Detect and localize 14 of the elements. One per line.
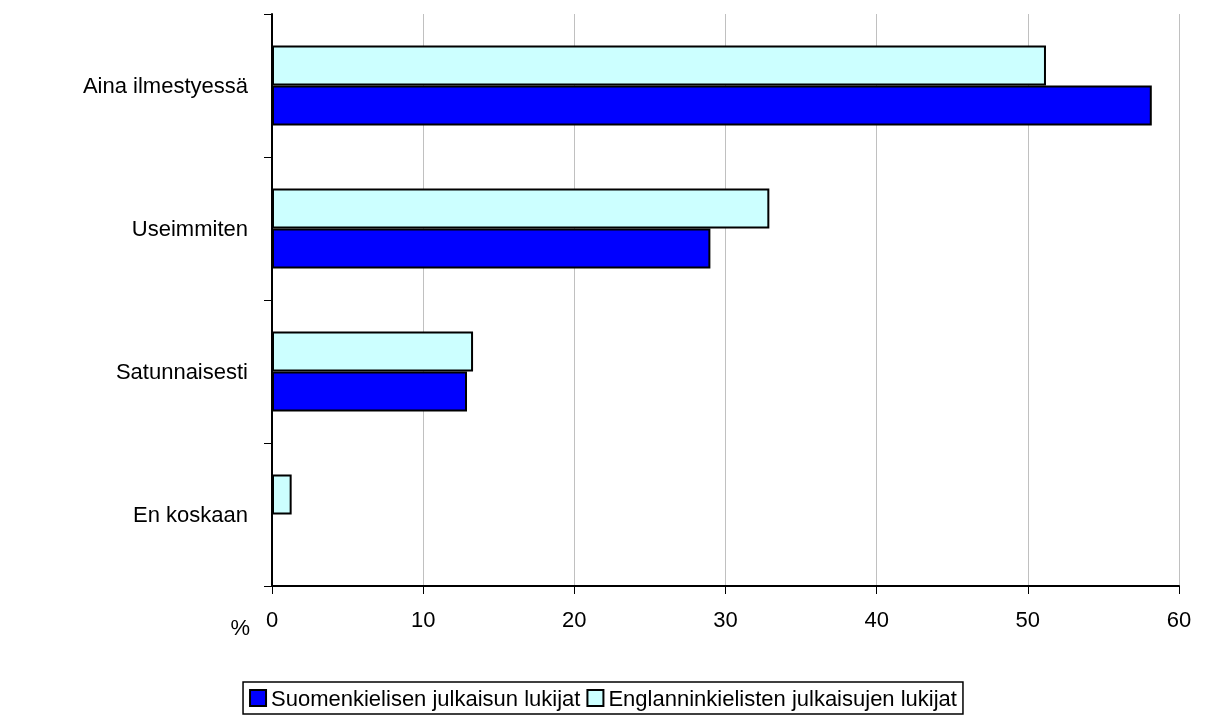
y-tick-label: Aina ilmestyessä (82, 73, 249, 98)
x-tick-label: 30 (713, 606, 738, 632)
y-tick-label: En koskaan (133, 502, 248, 527)
x-axis-title: % (230, 614, 250, 640)
x-tick-label: 20 (562, 606, 587, 632)
y-tick-label: Satunnaisesti (115, 359, 248, 384)
x-tick-label: 40 (864, 606, 889, 632)
x-tick-label: 60 (1166, 606, 1192, 632)
y-tick-label: Useimmiten (131, 216, 248, 241)
legend-label: Suomenkielisen julkaisun lukijat (271, 685, 581, 711)
legend-label: Englanninkielisten julkaisujen lukijat (608, 685, 957, 711)
x-tick-label: 50 (1015, 606, 1041, 632)
x-tick-label: 0 (265, 606, 279, 632)
x-tick-label: 10 (410, 606, 436, 632)
